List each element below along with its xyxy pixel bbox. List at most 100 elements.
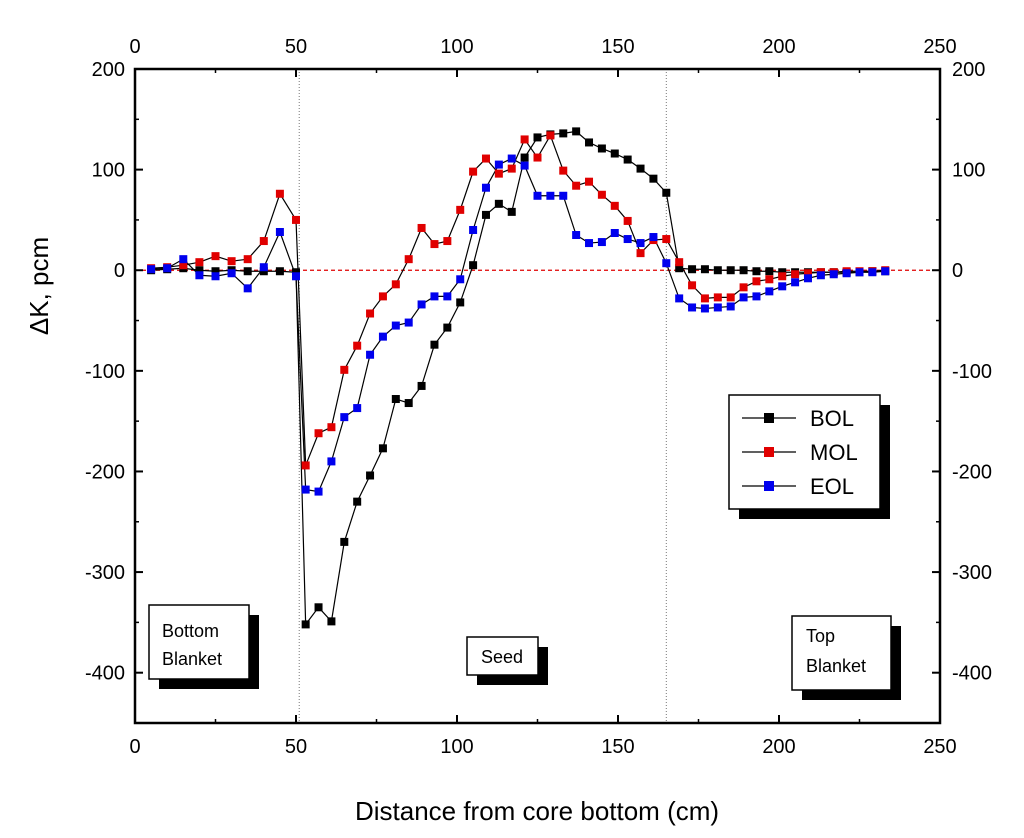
data-point-eol [378, 332, 387, 341]
region-box-top-blanket: Top Blanket [791, 615, 901, 700]
data-point-mol [275, 189, 284, 198]
data-point-eol [868, 268, 877, 277]
data-point-mol [765, 275, 774, 284]
data-point-eol [494, 160, 503, 169]
data-point-eol [726, 302, 735, 311]
data-point-eol [469, 225, 478, 234]
data-point-bol [520, 153, 529, 162]
data-point-mol [366, 309, 375, 318]
data-point-eol [803, 274, 812, 283]
data-point-bol [353, 497, 362, 506]
data-point-bol [623, 155, 632, 164]
data-point-eol [243, 284, 252, 293]
data-point-bol [572, 127, 581, 136]
x-axis-title: Distance from core bottom (cm) [355, 796, 719, 826]
data-point-eol [791, 278, 800, 287]
data-point-eol [327, 457, 336, 466]
data-point-bol [507, 207, 516, 216]
data-point-mol [259, 237, 268, 246]
data-point-bol [688, 265, 697, 274]
data-point-mol [623, 216, 632, 225]
x-tick-label-bottom: 200 [762, 736, 795, 758]
data-point-bol [456, 298, 465, 307]
data-point-eol [353, 404, 362, 413]
data-point-bol [443, 323, 452, 332]
y-tick-label-left: -200 [85, 461, 125, 483]
data-point-mol [700, 294, 709, 303]
data-point-mol [211, 252, 220, 261]
data-point-eol [340, 413, 349, 422]
data-point-mol [803, 269, 812, 278]
data-point-mol [430, 240, 439, 249]
data-point-bol [211, 267, 220, 276]
data-point-bol [417, 381, 426, 390]
data-point-eol [662, 259, 671, 268]
x-tick-label-bottom: 50 [285, 736, 307, 758]
data-point-mol [688, 281, 697, 290]
x-tick-label-top: 250 [923, 36, 956, 58]
data-point-eol [404, 318, 413, 327]
data-point-bol [662, 188, 671, 197]
data-point-eol [520, 161, 529, 170]
data-point-mol [662, 235, 671, 244]
data-point-bol [585, 138, 594, 147]
data-point-mol [597, 190, 606, 199]
data-point-eol [842, 269, 851, 278]
data-point-eol [855, 268, 864, 277]
legend-entry-eol: EOL [742, 474, 854, 499]
data-point-eol [559, 191, 568, 200]
data-point-eol [211, 272, 220, 281]
data-point-bol [259, 267, 268, 276]
legend-entry-mol: MOL [742, 440, 858, 465]
data-point-eol [623, 235, 632, 244]
data-point-bol [243, 267, 252, 276]
data-point-eol [675, 294, 684, 303]
y-tick-label-left: 100 [92, 160, 125, 182]
region-label-line: Blanket [806, 656, 866, 676]
data-point-bol [340, 537, 349, 546]
data-point-eol [443, 292, 452, 301]
data-point-mol [610, 201, 619, 210]
data-point-bol [636, 164, 645, 173]
data-point-bol [292, 268, 300, 277]
data-point-mol [456, 205, 465, 214]
data-point-bol [275, 267, 284, 276]
y-tick-label-left: 200 [92, 59, 125, 81]
data-point-bol [404, 399, 413, 408]
y-tick-label-left: -100 [85, 361, 125, 383]
data-point-mol [791, 270, 800, 279]
data-point-eol [610, 229, 619, 238]
data-point-eol [533, 191, 542, 200]
y-tick-label-left: -300 [85, 562, 125, 584]
data-point-eol [597, 238, 606, 247]
data-point-bol [195, 266, 204, 275]
data-point-eol [292, 272, 300, 281]
data-point-eol [572, 231, 581, 240]
region-label-line: Seed [481, 647, 523, 667]
data-point-eol [391, 321, 400, 330]
data-point-mol [327, 423, 336, 432]
data-point-mol [752, 277, 761, 286]
data-point-mol [378, 292, 387, 301]
data-point-mol [353, 341, 362, 350]
data-point-mol [179, 261, 188, 270]
data-point-eol [778, 282, 787, 291]
data-point-mol [713, 293, 722, 302]
data-point-bol [752, 267, 761, 276]
legend-label: EOL [810, 474, 854, 499]
data-point-eol [195, 271, 204, 280]
legend-label: BOL [810, 406, 854, 431]
data-point-mol [443, 237, 452, 246]
data-point-bol [778, 268, 787, 277]
data-point-bol [726, 266, 735, 275]
region-label-line: Blanket [162, 649, 222, 669]
data-point-mol [636, 249, 645, 258]
data-point-mol [494, 169, 503, 178]
data-point-eol [881, 267, 890, 276]
data-point-mol [675, 258, 684, 267]
data-point-eol [816, 271, 825, 280]
region-label-line: Bottom [162, 621, 219, 641]
data-point-bol [765, 267, 774, 276]
